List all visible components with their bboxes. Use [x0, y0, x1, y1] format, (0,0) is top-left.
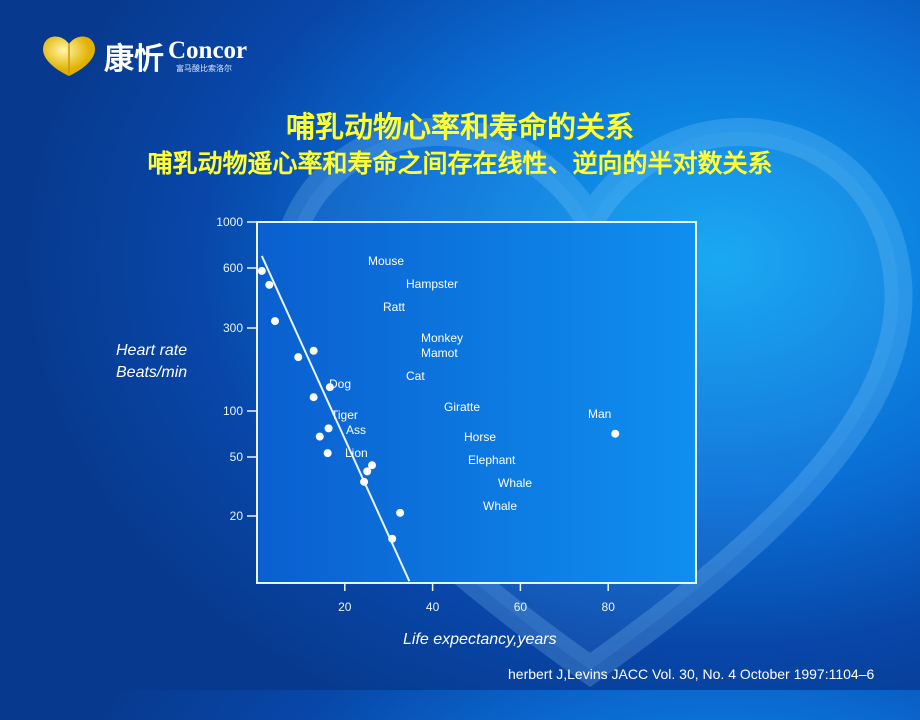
x-tick-label: 40 — [426, 600, 440, 614]
animal-label: Ratt — [383, 300, 406, 314]
data-point — [257, 266, 266, 275]
x-tick-label: 60 — [514, 600, 528, 614]
brand-name-cn: 康忻 — [104, 42, 164, 77]
slide-subtitle: 哺乳动物遥心率和寿命之间存在线性、逆向的半对数关系 — [147, 149, 773, 178]
animal-label: Dog — [329, 377, 351, 391]
y-tick-label: 1000 — [216, 215, 243, 229]
y-tick-label: 100 — [223, 404, 243, 418]
x-axis-label: Life expectancy,years — [403, 631, 557, 648]
y-axis-label-line: Heart rate — [116, 342, 188, 359]
concor-logo: 康忻 Concor 富马酸比索洛尔 — [40, 34, 247, 78]
animal-label: Mouse — [368, 254, 404, 268]
x-tick-label: 20 — [338, 600, 352, 614]
data-point — [396, 508, 405, 517]
y-axis-label-line: Beats/min — [116, 364, 188, 381]
animal-label: Monkey — [421, 331, 463, 345]
y-axis-label: Heart rate Beats/min — [116, 340, 187, 384]
data-point — [360, 477, 369, 486]
animal-label: Ass — [346, 423, 366, 437]
animal-label: Cat — [406, 369, 425, 383]
trend-line — [260, 255, 411, 582]
animal-label: Mamot — [421, 346, 458, 360]
data-point — [315, 432, 324, 441]
plot-frame — [256, 221, 697, 584]
data-point — [294, 353, 303, 362]
heart-logo-icon — [43, 36, 95, 76]
data-point — [265, 280, 274, 289]
data-point — [611, 429, 620, 438]
data-point — [309, 346, 318, 355]
data-point — [363, 467, 372, 476]
y-tick-label: 50 — [230, 450, 244, 464]
animal-label: Giratte — [444, 400, 480, 414]
y-tick-label: 300 — [223, 321, 243, 335]
y-tick-label: 600 — [223, 261, 243, 275]
data-point — [388, 534, 397, 543]
animal-label: Hampster — [406, 277, 458, 291]
data-point — [309, 393, 318, 402]
citation: herbert J,Levins JACC Vol. 30, No. 4 Oct… — [508, 666, 875, 682]
animal-label: Elephant — [468, 453, 516, 467]
brand-subtitle: 富马酸比索洛尔 — [176, 63, 232, 73]
animal-label: Man — [588, 407, 611, 421]
data-point — [368, 461, 377, 470]
scatter-chart: 1000 600 300 100 50 20 20 40 60 80 MouseHampsterRa… — [216, 215, 697, 614]
animal-label: Lion — [345, 446, 368, 460]
y-tick-label: 20 — [230, 509, 244, 523]
data-point — [270, 317, 279, 326]
x-tick-label: 80 — [602, 600, 616, 614]
data-point — [325, 383, 334, 392]
animal-label: Horse — [464, 430, 496, 444]
slide-title: 哺乳动物心率和寿命的关系 — [285, 110, 634, 144]
animal-label: Tiger — [331, 408, 358, 422]
data-point — [323, 449, 332, 458]
brand-name-en: Concor — [168, 36, 248, 64]
animal-label: Whale — [483, 499, 517, 513]
data-point — [324, 424, 333, 433]
animal-label: Whale — [498, 476, 532, 490]
